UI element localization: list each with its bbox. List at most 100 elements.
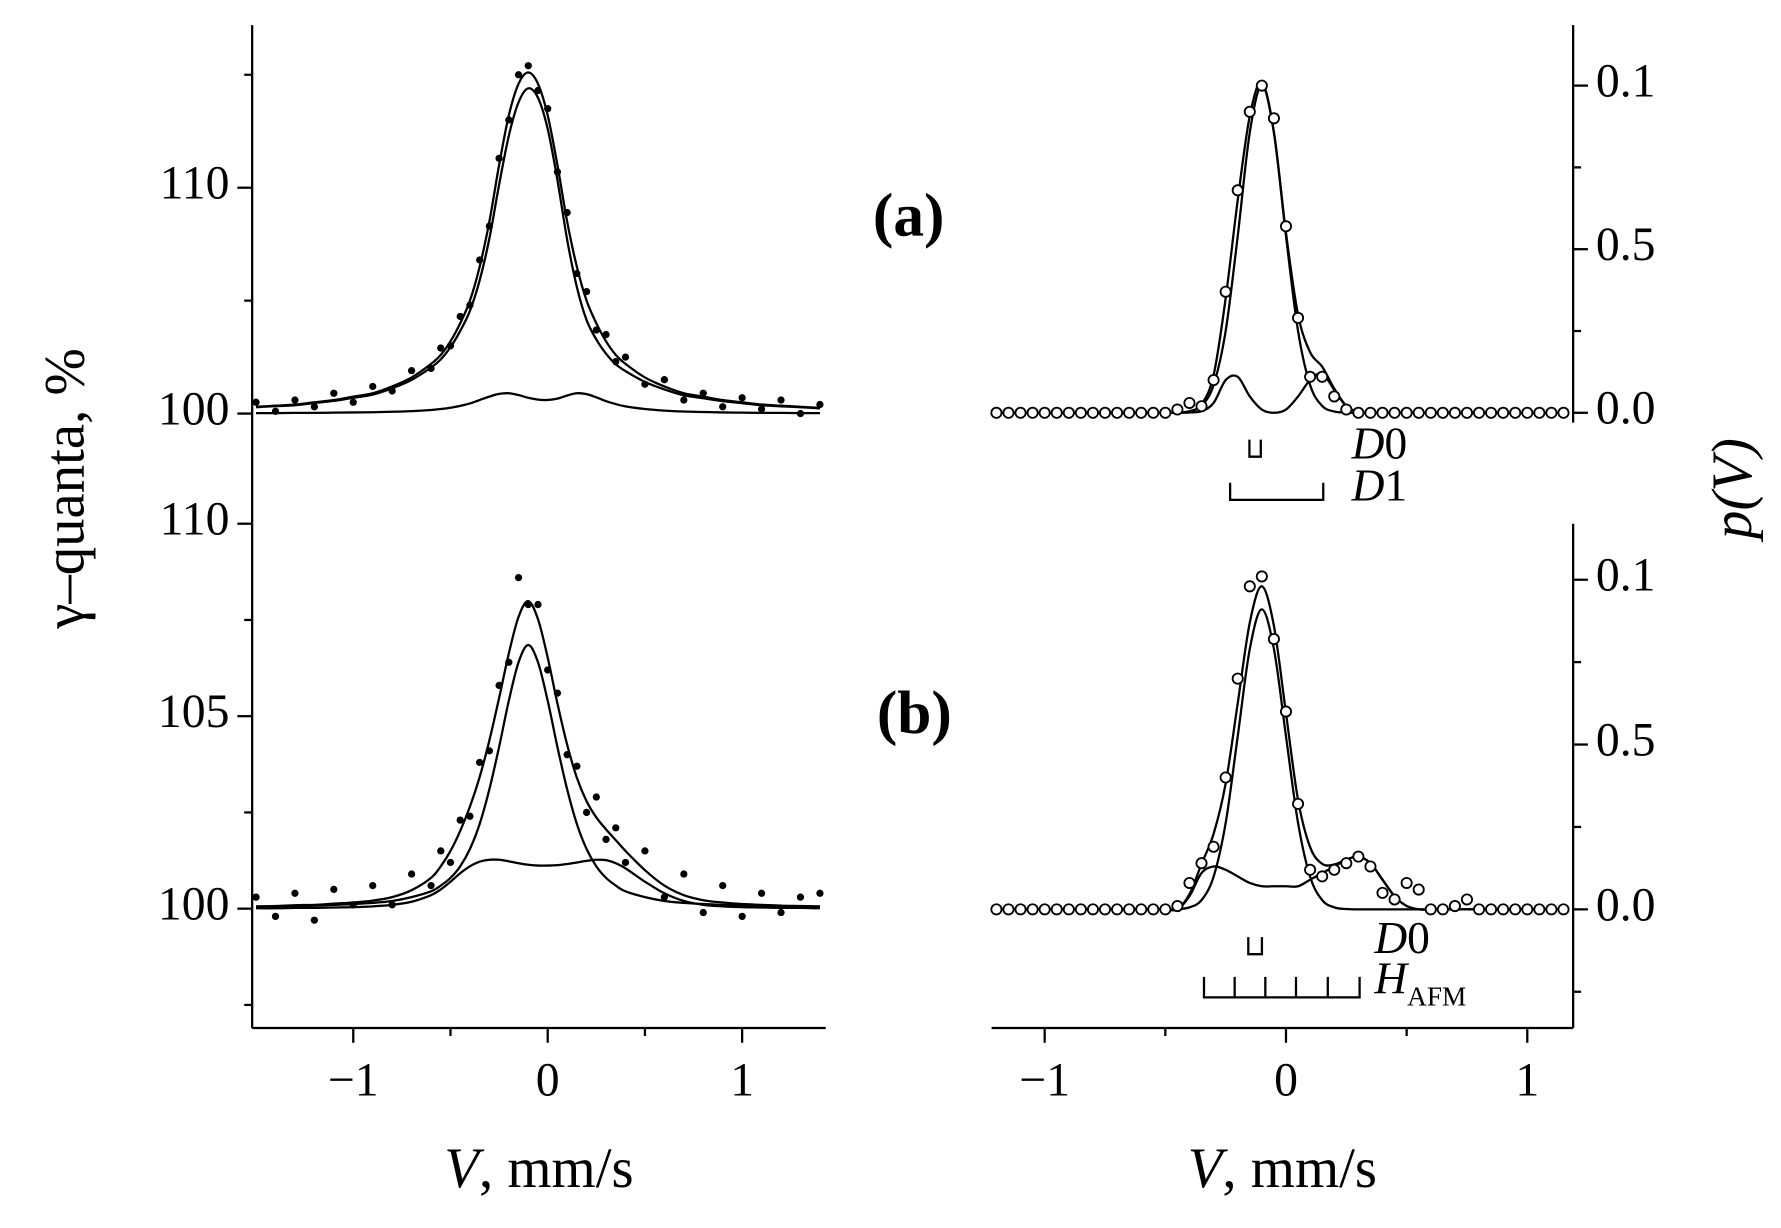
data-point: [495, 154, 503, 162]
data-point: [1328, 390, 1341, 403]
data-point: [330, 389, 338, 397]
data-point: [1364, 860, 1377, 873]
data-point: [612, 824, 620, 832]
fit-line: [256, 599, 820, 908]
data-point: [388, 901, 396, 909]
data-point: [1195, 857, 1208, 870]
data-point: [1497, 903, 1510, 916]
data-point: [1473, 903, 1486, 916]
data-point: [1098, 903, 1112, 916]
data-point: [796, 893, 805, 901]
data-point: [1255, 570, 1268, 583]
data-point: [592, 793, 600, 801]
data-point: [1436, 903, 1449, 916]
data-point: [1533, 903, 1546, 916]
y-tick-label: 110: [160, 493, 230, 546]
x-tick-label: 0: [1274, 1054, 1298, 1107]
data-point: [719, 881, 727, 890]
data-point: [563, 208, 571, 217]
data-point: [1436, 406, 1449, 419]
data-point: [1424, 406, 1437, 419]
data-point: [349, 901, 357, 909]
data-point: [369, 382, 377, 391]
data-point: [1304, 370, 1317, 383]
data-point: [1159, 406, 1172, 419]
data-point: [1062, 903, 1075, 916]
data-point: [1135, 406, 1148, 419]
y-axis-label: γ–quanta, %: [33, 348, 96, 630]
data-point: [476, 758, 484, 767]
data-point: [524, 600, 532, 609]
data-point: [1098, 406, 1112, 419]
data-point: [1219, 285, 1232, 298]
data-point: [738, 394, 746, 402]
data-point: [1231, 672, 1244, 685]
data-point: [1123, 406, 1136, 419]
data-point: [1038, 406, 1051, 419]
y-axis-label: p(V): [1701, 438, 1764, 543]
data-point: [1316, 870, 1329, 883]
data-point: [1304, 863, 1317, 876]
annotation: D0: [1373, 913, 1430, 963]
data-point: [495, 681, 503, 690]
data-point: [1400, 406, 1413, 419]
x-axis-unit: , mm/s: [1222, 1137, 1377, 1200]
data-point: [1292, 311, 1305, 324]
data-point: [310, 403, 319, 411]
data-point: [1026, 406, 1039, 419]
data-point: [1388, 893, 1401, 906]
x-axis-symbol: V: [1188, 1137, 1229, 1200]
data-point: [553, 689, 562, 697]
data-point: [1448, 406, 1461, 419]
data-point: [291, 889, 299, 897]
data-point: [437, 344, 445, 352]
panel-label: (a): [873, 182, 945, 250]
data-point: [1231, 184, 1244, 197]
data-point: [738, 912, 746, 921]
data-point: [349, 398, 357, 406]
fit-line: [256, 643, 820, 908]
data-point: [534, 86, 542, 95]
data-point: [1316, 370, 1329, 383]
data-point: [1328, 863, 1341, 876]
data-point: [1038, 903, 1051, 916]
data-point: [1267, 633, 1280, 646]
data-point: [446, 858, 455, 867]
x-axis-label: V, mm/s: [1188, 1137, 1377, 1200]
data-point: [1509, 406, 1522, 419]
data-point: [582, 287, 591, 296]
data-point: [514, 573, 523, 582]
fit-line: [996, 81, 1564, 415]
data-point: [573, 762, 581, 770]
data-point: [407, 870, 416, 878]
data-point: [1279, 705, 1293, 718]
data-point: [1183, 876, 1196, 890]
data-point: [1111, 406, 1124, 419]
data-point: [660, 893, 669, 901]
data-point: [1267, 112, 1280, 125]
data-point: [796, 409, 805, 418]
data-point: [1243, 105, 1256, 118]
data-point: [437, 847, 445, 855]
data-point: [1545, 406, 1558, 419]
data-point: [990, 406, 1003, 419]
stick-diagrams: [1202, 439, 1361, 999]
data-point: [388, 387, 396, 395]
data-point: [1292, 797, 1305, 810]
data-point: [1388, 406, 1401, 419]
x-tick-label: 0: [536, 1054, 560, 1107]
y-tick-label: 0.1: [1596, 549, 1656, 602]
annotation-suffix: 0: [1407, 913, 1430, 963]
fit-line: [255, 71, 820, 410]
data-point: [699, 908, 707, 917]
y-tick-label: 110: [160, 157, 230, 210]
x-axis-label: V, mm/s: [444, 1137, 633, 1200]
data-point: [1183, 396, 1196, 409]
y-tick-label: 0.0: [1596, 382, 1656, 435]
data-point: [1533, 406, 1546, 419]
data-point: [582, 808, 591, 817]
annotation: HAFM: [1373, 954, 1466, 1012]
data-point: [641, 847, 649, 855]
data-point: [1340, 857, 1353, 870]
data-point: [1557, 903, 1570, 916]
